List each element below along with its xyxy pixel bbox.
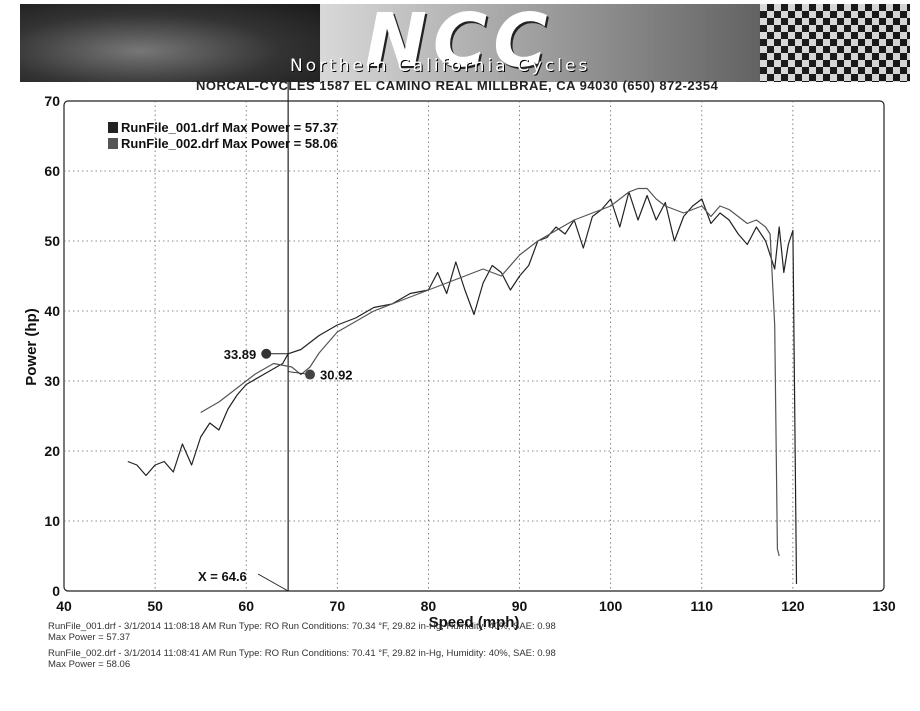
x-tick-label: 40	[56, 598, 72, 614]
legend: RunFile_001.drf Max Power = 57.37 RunFil…	[108, 120, 337, 151]
y-tick-label: 40	[44, 303, 60, 319]
run2-conditions: RunFile_002.drf - 3/1/2014 11:08:41 AM R…	[48, 648, 556, 659]
motorcycle-rider-photo	[20, 4, 320, 82]
x-tick-label: 50	[147, 598, 163, 614]
marker-label-run2: 30.92	[320, 368, 353, 383]
y-tick-label: 30	[44, 373, 60, 389]
x-axis-title: Speed (mph)	[429, 614, 520, 631]
plot-area	[63, 100, 885, 592]
run1-max-power: Max Power = 57.37	[48, 632, 131, 643]
run1-info: RunFile_001.drf - 3/1/2014 11:08:18 AM R…	[48, 621, 556, 643]
marker-dot-run2	[305, 369, 315, 380]
x-tick-label: 90	[512, 598, 528, 614]
y-tick-label: 0	[52, 583, 60, 599]
x-tick-label: 80	[421, 598, 437, 614]
run2-max-power: Max Power = 58.06	[48, 659, 131, 670]
data-markers: 33.89 30.92	[224, 347, 353, 383]
checkered-flag-graphic	[760, 4, 910, 82]
y-tick-label: 70	[44, 93, 60, 109]
y-tick-label: 50	[44, 233, 60, 249]
run2-info: RunFile_002.drf - 3/1/2014 11:08:41 AM R…	[48, 648, 556, 670]
logo-subtitle: Northern California Cycles	[290, 56, 591, 76]
x-tick-label: 70	[330, 598, 346, 614]
y-tick-label: 10	[44, 513, 60, 529]
x-tick-label: 100	[599, 598, 623, 614]
x-tick-label: 120	[781, 598, 805, 614]
y-axis-title: Power (hp)	[23, 308, 40, 386]
series-line-run2	[200, 187, 780, 557]
series-lines	[127, 187, 798, 585]
legend-label-run2: RunFile_002.drf Max Power = 58.06	[121, 136, 337, 151]
legend-label-run1: RunFile_001.drf Max Power = 57.37	[121, 120, 337, 135]
marker-dot-run1	[261, 348, 272, 359]
cursor-label: X = 64.6	[198, 569, 247, 584]
axis-ticks: 40 50 60 70 80 90 100 110 120 130 0 10 20 30 40 50 60 70	[44, 93, 895, 614]
grid-lines	[64, 101, 884, 591]
header-banner: NCC Northern California Cycles	[20, 4, 910, 82]
x-tick-label: 60	[238, 598, 254, 614]
run1-conditions: RunFile_001.drf - 3/1/2014 11:08:18 AM R…	[48, 621, 556, 632]
legend-swatch-run1	[108, 122, 118, 133]
shop-address: NORCAL-CYCLES 1587 EL CAMINO REAL MILLBR…	[196, 78, 719, 93]
series-line-run1	[127, 191, 798, 585]
x-tick-label: 130	[872, 598, 896, 614]
y-tick-label: 20	[44, 443, 60, 459]
marker-label-run1: 33.89	[224, 347, 257, 362]
legend-swatch-run2	[108, 138, 118, 149]
ncc-logo: NCC	[365, 4, 554, 82]
y-tick-label: 60	[44, 163, 60, 179]
x-tick-label: 110	[690, 598, 713, 614]
cursor-label-pointer	[257, 573, 289, 592]
